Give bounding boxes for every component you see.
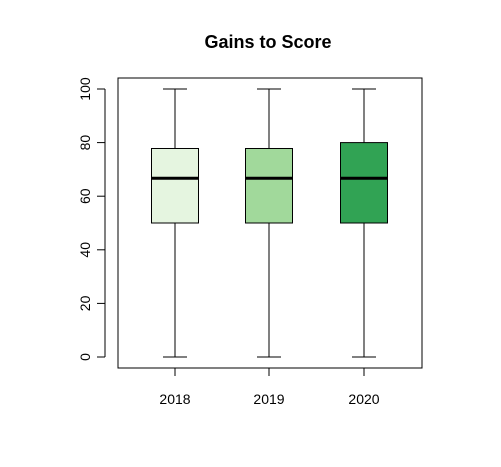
iqr-box: [245, 147, 293, 224]
iqr-box: [340, 142, 388, 224]
y-tick-label: 20: [77, 295, 93, 311]
box-2020: [340, 88, 388, 358]
y-tick-label: 40: [77, 242, 93, 258]
x-axis: 2018 2019 2020: [159, 367, 380, 407]
y-tick-label: 0: [77, 353, 93, 361]
y-tick-label: 80: [77, 135, 93, 151]
iqr-box: [151, 147, 199, 224]
box-2019: [245, 88, 293, 358]
boxes-group: [151, 88, 388, 358]
box-2018: [151, 88, 199, 358]
x-tick-label: 2020: [348, 391, 379, 407]
y-axis: 0 20 40 60 80 100: [77, 77, 106, 361]
y-tick-label: 60: [77, 188, 93, 204]
chart-title: Gains to Score: [204, 32, 331, 52]
x-tick-label: 2018: [159, 391, 190, 407]
x-tick-label: 2019: [253, 391, 284, 407]
y-tick-label: 100: [77, 77, 93, 101]
